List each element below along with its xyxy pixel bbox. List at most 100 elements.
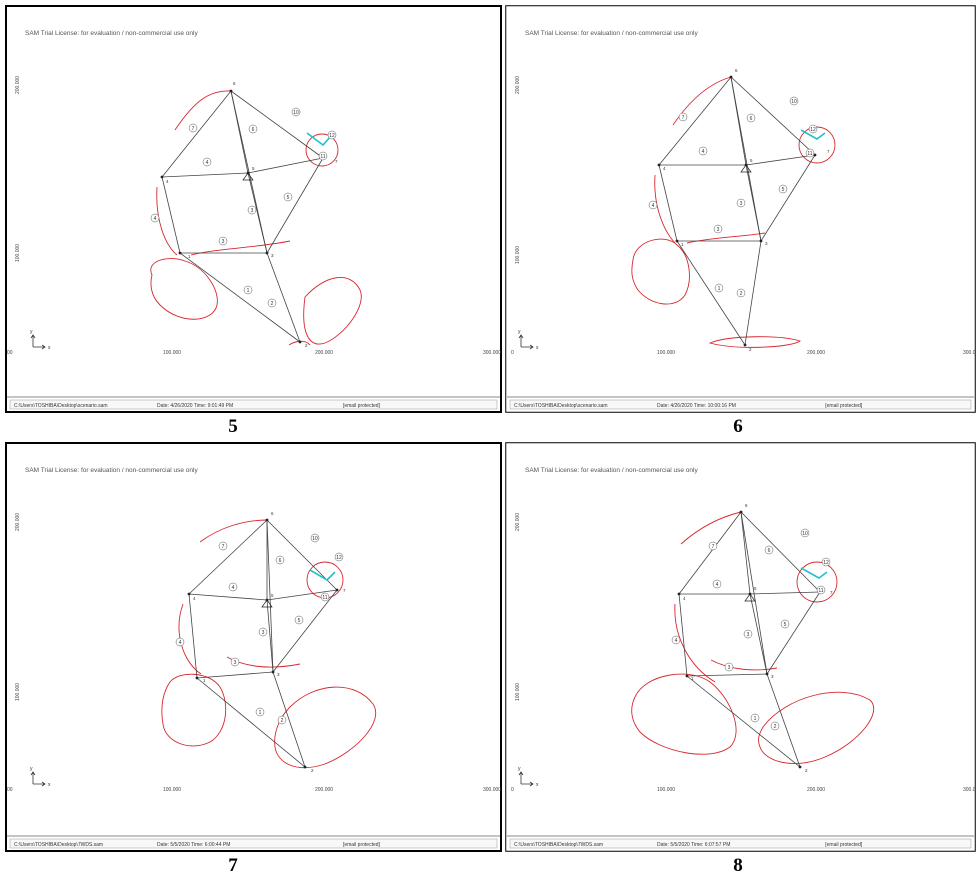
link-number-circle: [708, 541, 718, 551]
mechanism-link: [730, 76, 762, 242]
mechanism-link: [266, 589, 338, 601]
y-tick-label: 100.000: [515, 246, 521, 264]
joint-node: [759, 239, 763, 243]
ground-support-icon: [744, 593, 756, 602]
joint-node: [743, 343, 747, 347]
link-number-circle: [291, 107, 301, 117]
coupler-curve: [156, 186, 178, 256]
link-number: 5: [298, 618, 301, 624]
node-label: 7: [335, 159, 338, 164]
mechanism-link: [686, 675, 801, 768]
coupler-circle: [798, 126, 836, 164]
link-number: 5: [784, 622, 787, 628]
mechanism-link: [740, 511, 751, 595]
joint-node: [303, 765, 307, 769]
panel-frame: [5, 442, 502, 852]
link-number: 4: [716, 582, 719, 588]
y-tick-label: 100.000: [15, 244, 21, 262]
joint-node: [765, 672, 769, 676]
mechanism-link: [266, 599, 274, 673]
panel-7: SAM Trial License: for evaluation / non-…: [5, 442, 502, 852]
x-tick-label: 0: [511, 787, 514, 793]
ground-support-icon: [261, 599, 273, 608]
panel-8: SAM Trial License: for evaluation / non-…: [505, 442, 976, 852]
x-tick-label: 300.000: [483, 350, 501, 356]
link-number: 5: [782, 187, 785, 193]
status-date: Date: 4/26/2020 Time: 10:00:16 PM: [657, 403, 736, 409]
mechanism-link: [272, 671, 306, 768]
mechanism-link: [676, 240, 746, 346]
mechanism-link: [161, 90, 232, 178]
mechanism-link: [230, 90, 268, 254]
x-tick-label: 200.000: [807, 350, 825, 356]
link-number: 4: [675, 638, 678, 644]
joint-node: [813, 153, 817, 157]
node-label: 5: [750, 158, 753, 163]
link-number-circle: [648, 200, 658, 210]
joint-node: [677, 592, 681, 596]
caption-7: 7: [228, 855, 238, 876]
license-text: SAM Trial License: for evaluation / non-…: [25, 30, 198, 37]
status-bar: [9, 838, 498, 849]
panel-frame: [505, 442, 976, 852]
cyan-link: [309, 569, 336, 582]
y-tick-label: 100.000: [515, 683, 521, 701]
axis-x-label: x: [536, 782, 539, 788]
link-number-circle: [275, 555, 285, 565]
coupler-curve: [708, 336, 802, 348]
link-number-circle: [671, 635, 681, 645]
diagram-5: SAM Trial License: for evaluation / non-…: [5, 5, 502, 413]
link-number: 2: [774, 724, 777, 730]
coupler-curve: [631, 238, 690, 305]
link-number-circle: [175, 637, 185, 647]
y-tick-label: 200.000: [15, 513, 21, 531]
joint-node: [685, 674, 689, 678]
diagram-8: SAM Trial License: for evaluation / non-…: [505, 442, 976, 852]
mechanism-link: [247, 157, 324, 174]
coupler-curve: [174, 90, 232, 131]
joint-node: [178, 251, 182, 255]
link-number-circle: [248, 124, 258, 134]
joint-node: [335, 588, 339, 592]
joint-node: [160, 175, 164, 179]
link-number: 10: [312, 536, 318, 542]
node-label: 1: [203, 678, 206, 683]
mechanism-link: [760, 154, 816, 242]
panel-6: SAM Trial License: for evaluation / non-…: [505, 5, 976, 413]
node-label: 5: [754, 586, 757, 591]
coupler-curve: [654, 174, 676, 244]
coupler-curve: [161, 673, 227, 747]
node-label: 4: [683, 596, 686, 601]
mechanism-link: [188, 519, 268, 595]
coupler-curve: [686, 232, 766, 244]
axis-y-label: y: [518, 329, 521, 335]
x-tick-label: 200.000: [315, 787, 333, 793]
node-label: 3: [277, 672, 280, 677]
panel-5: SAM Trial License: for evaluation / non-…: [5, 5, 502, 413]
mechanism-link: [188, 593, 198, 679]
mechanism-link: [686, 673, 768, 677]
joint-node: [298, 340, 302, 344]
link-number-circle: [294, 615, 304, 625]
license-text: SAM Trial License: for evaluation / non-…: [525, 467, 698, 474]
mechanism-link: [749, 591, 821, 595]
mechanism-link: [196, 677, 306, 768]
status-bar: [509, 399, 972, 410]
joint-node: [657, 163, 661, 167]
link-number: 1: [247, 288, 250, 294]
mechanism-link: [658, 164, 678, 242]
link-number: 4: [232, 585, 235, 591]
coupler-curve: [672, 76, 732, 126]
node-label: 6: [735, 68, 738, 73]
status-file: C:\Users\TOSHIBA\Desktop\7WDS.sam: [14, 842, 103, 848]
x-tick-label: 300.000: [963, 350, 976, 356]
link-number: 4: [702, 149, 705, 155]
node-label: 7: [827, 149, 830, 154]
joint-node: [729, 75, 733, 79]
link-number-circle: [258, 627, 268, 637]
mechanism-link: [272, 589, 338, 673]
mechanism-link: [766, 591, 821, 675]
status-email: [email protected]: [343, 842, 381, 848]
mechanism-link: [266, 252, 301, 343]
coupler-curve: [199, 519, 268, 543]
